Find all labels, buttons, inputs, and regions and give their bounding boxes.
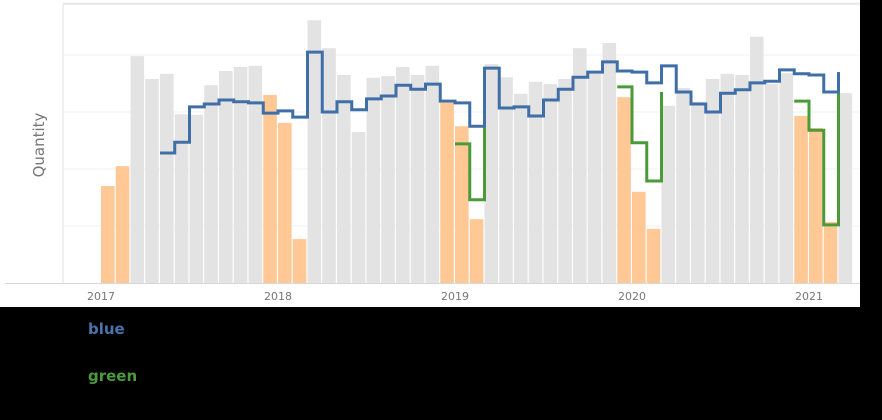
bar-2017-07 <box>189 114 204 283</box>
bar-2018-12 <box>440 102 454 283</box>
bar-2020-08 <box>735 74 749 283</box>
x-tick-2019: 2019 <box>441 290 469 303</box>
x-tick-2018: 2018 <box>264 290 292 303</box>
bar-2017-02 <box>115 166 130 283</box>
bar-2019-04 <box>499 77 513 283</box>
bar-2017-05 <box>160 73 174 283</box>
bars <box>101 20 853 284</box>
step-lines <box>160 50 840 227</box>
bar-2018-10 <box>410 74 425 283</box>
green-line-segment <box>617 85 663 183</box>
x-tick-2017: 2017 <box>87 290 115 303</box>
bar-2020-05 <box>691 101 705 284</box>
bar-2019-08 <box>558 78 572 283</box>
x-tick-2020: 2020 <box>618 290 646 303</box>
bar-2018-07 <box>366 77 381 283</box>
bar-2019-06 <box>528 81 543 283</box>
bar-2020-12 <box>794 115 808 284</box>
bar-2018-08 <box>381 76 395 283</box>
bar-2020-07 <box>720 73 735 283</box>
bar-2018-02 <box>292 239 307 283</box>
bar-2020-04 <box>676 88 690 283</box>
bar-2017-10 <box>233 66 248 283</box>
bar-2021-03 <box>838 93 853 283</box>
bar-2019-12 <box>617 97 631 284</box>
bar-2017-11 <box>248 65 263 283</box>
bar-2019-02 <box>469 219 484 283</box>
bar-2019-10 <box>587 73 602 283</box>
bar-2020-11 <box>779 73 794 284</box>
quantity-chart: Quantity 2017 2018 2019 2020 2021 <box>5 2 860 303</box>
bar-2018-03 <box>307 20 322 283</box>
bar-2017-04 <box>145 78 159 283</box>
bar-2018-06 <box>351 131 366 283</box>
bar-2020-01 <box>632 191 646 283</box>
legend-blue: blue <box>88 320 125 338</box>
bar-2018-04 <box>322 48 336 283</box>
bar-2018-05 <box>337 74 351 283</box>
axes <box>5 5 860 284</box>
green-line-segment <box>455 126 486 202</box>
x-axis-ticks: 2017 2018 2019 2020 2021 <box>87 290 823 303</box>
bar-2020-09 <box>750 36 764 284</box>
bar-2018-11 <box>425 65 440 283</box>
green-line-segment <box>794 72 840 227</box>
bar-2019-03 <box>484 64 499 284</box>
bar-2017-08 <box>204 85 218 284</box>
bar-2018-01 <box>278 122 292 283</box>
bar-2019-01 <box>455 126 469 283</box>
y-axis-label: Quantity <box>30 112 48 177</box>
bar-2020-06 <box>705 78 720 283</box>
bar-2020-03 <box>661 105 676 283</box>
bar-2019-07 <box>543 84 558 283</box>
bar-2019-05 <box>514 93 528 283</box>
bar-2017-01 <box>101 186 115 283</box>
bar-2021-01 <box>809 127 823 284</box>
x-tick-2021: 2021 <box>795 290 823 303</box>
bar-2021-02 <box>823 222 838 283</box>
bar-2020-10 <box>764 84 779 283</box>
bar-2017-09 <box>219 70 233 284</box>
bar-2019-11 <box>602 43 617 283</box>
blue-line <box>160 50 840 155</box>
legend-green: green <box>88 367 138 385</box>
chart-panel: Quantity 2017 2018 2019 2020 2021 <box>0 0 860 307</box>
bar-2018-09 <box>396 66 410 283</box>
bar-2017-03 <box>130 56 145 283</box>
bar-2017-06 <box>174 114 189 283</box>
bar-2019-09 <box>573 48 587 283</box>
bar-2017-12 <box>263 94 277 284</box>
bar-2020-02 <box>646 228 661 283</box>
